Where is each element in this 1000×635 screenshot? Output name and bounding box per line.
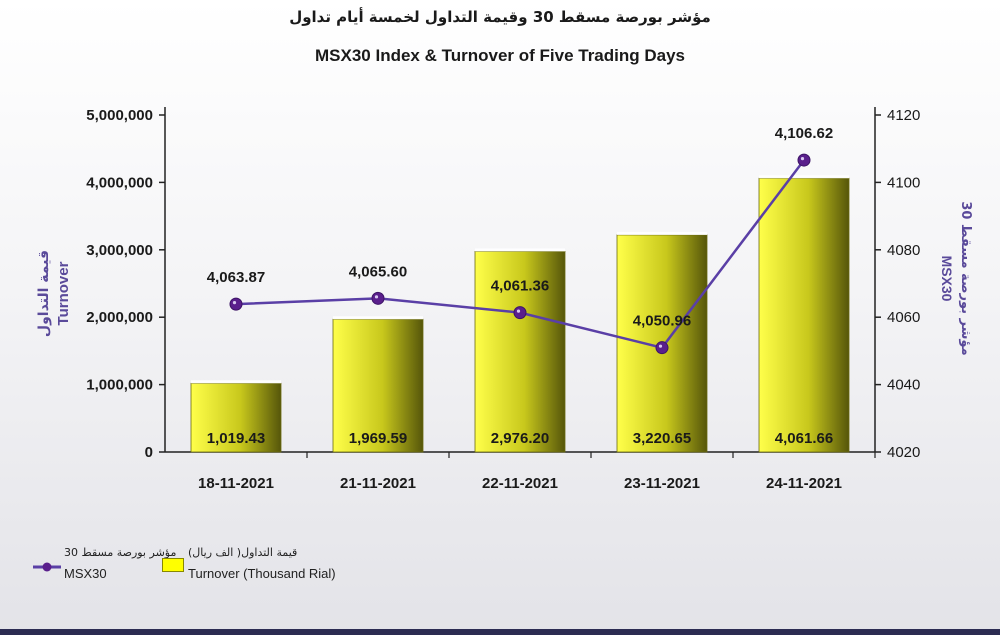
bar-turnover xyxy=(474,251,566,453)
line-data-label: 4,063.87 xyxy=(207,269,265,286)
x-tick-label: 24-11-2021 xyxy=(766,475,842,492)
legend-label-turnover: Turnover (Thousand Rial) xyxy=(188,566,336,581)
line-point-msx30 xyxy=(797,153,811,167)
line-point-highlight xyxy=(374,295,379,299)
line-data-label: 4,065.60 xyxy=(349,263,407,280)
line-point-msx30 xyxy=(655,341,669,355)
y-right-tick-label: 4080 xyxy=(887,242,920,259)
line-point-highlight xyxy=(800,156,805,161)
legend-label-msx30-arabic: مؤشر بورصة مسقط 30 xyxy=(64,546,177,559)
legend-item-turnover: قيمة التداول( الف ريال) Turnover (Thousa… xyxy=(162,542,372,590)
bar-data-label: 3,220.65 xyxy=(633,430,691,447)
line-point-msx30 xyxy=(371,291,385,305)
y-left-tick-label: 0 xyxy=(145,444,153,461)
y-left-tick-label: 3,000,000 xyxy=(86,242,153,259)
y-left-tick-label: 4,000,000 xyxy=(86,174,153,191)
bar-top-highlight xyxy=(617,231,707,235)
y-left-tick-label: 5,000,000 xyxy=(86,107,153,124)
y-right-tick-label: 4040 xyxy=(887,377,920,394)
legend-label-turnover-arabic: قيمة التداول( الف ريال) xyxy=(188,546,298,559)
bar-top-highlight xyxy=(475,248,565,252)
legend-item-msx30: مؤشر بورصة مسقط 30 MSX30 xyxy=(32,542,182,590)
bottom-bar xyxy=(0,629,1000,635)
x-tick-label: 23-11-2021 xyxy=(624,475,700,492)
chart-title: MSX30 Index & Turnover of Five Trading D… xyxy=(315,46,685,65)
bar-top-highlight xyxy=(333,316,423,320)
chart-legend: مؤشر بورصة مسقط 30 MSX30 قيمة التداول( ا… xyxy=(32,542,372,590)
line-data-label: 4,106.62 xyxy=(775,125,833,142)
legend-label-msx30: MSX30 xyxy=(64,566,107,581)
y-right-tick-label: 4060 xyxy=(887,309,920,326)
y-right-axis-title: MSX30 xyxy=(939,256,955,302)
bar-turnover xyxy=(332,318,424,453)
line-data-label: 4,061.36 xyxy=(491,278,549,295)
y-left-axis-title-arabic: قيمة التداول xyxy=(36,250,52,337)
line-point-highlight xyxy=(516,309,521,313)
bar-turnover xyxy=(758,177,850,453)
y-left-axis-title: Turnover xyxy=(55,261,72,325)
y-left-tick-label: 2,000,000 xyxy=(86,309,153,326)
y-right-axis-title-arabic: مؤشر بورصة مسقط 30 xyxy=(958,201,973,355)
y-right-tick-label: 4020 xyxy=(887,444,920,461)
x-tick-label: 22-11-2021 xyxy=(482,475,558,492)
line-point-msx30 xyxy=(229,297,243,311)
bar-top-highlight xyxy=(191,380,281,384)
bar-top-highlight xyxy=(759,175,849,179)
x-tick-label: 18-11-2021 xyxy=(198,475,274,492)
line-point-highlight xyxy=(232,301,237,305)
x-tick-label: 21-11-2021 xyxy=(340,475,416,492)
bar-data-label: 1,969.59 xyxy=(349,430,407,447)
legend-swatch-turnover xyxy=(162,558,184,572)
y-left-tick-label: 1,000,000 xyxy=(86,377,153,394)
line-point-highlight xyxy=(658,344,663,348)
line-data-label: 4,050.96 xyxy=(633,313,691,330)
line-point-msx30 xyxy=(513,306,527,320)
bar-data-label: 4,061.66 xyxy=(775,430,833,447)
y-right-tick-label: 4100 xyxy=(887,174,920,191)
bar-data-label: 1,019.43 xyxy=(207,430,265,447)
bar-data-label: 2,976.20 xyxy=(491,430,549,447)
chart-title-arabic: مؤشر بورصة مسقط 30 وقيمة التداول لخمسة أ… xyxy=(289,8,711,26)
y-right-tick-label: 4120 xyxy=(887,107,920,124)
legend-line-marker-icon xyxy=(33,562,61,572)
